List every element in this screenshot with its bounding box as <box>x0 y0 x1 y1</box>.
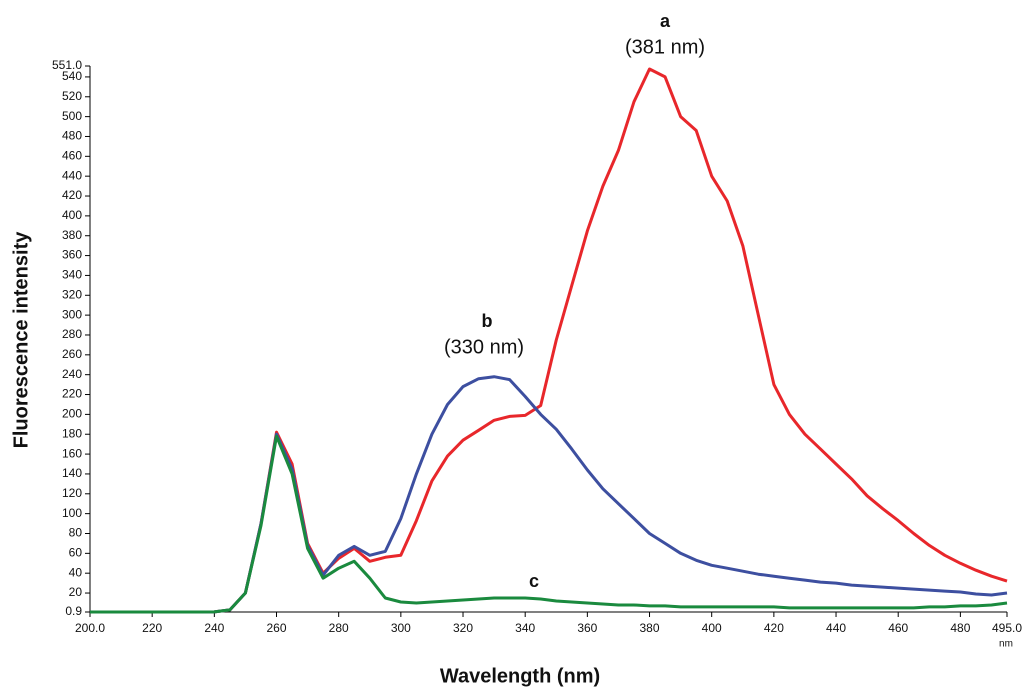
y-tick-label: 380 <box>62 228 82 242</box>
y-tick-label: 80 <box>69 526 83 540</box>
x-tick-label: 400 <box>702 621 722 635</box>
annotation: a <box>660 11 671 31</box>
y-tick-label: 60 <box>69 546 83 560</box>
x-axis-label: Wavelength (nm) <box>440 665 600 687</box>
y-tick-label: 300 <box>62 307 82 321</box>
y-tick-label: 220 <box>62 387 82 401</box>
x-tick-label: 380 <box>640 621 660 635</box>
y-tick-label: 120 <box>62 486 82 500</box>
y-tick-label: 40 <box>69 565 83 579</box>
y-tick-label: 340 <box>62 268 82 282</box>
y-tick-label: 360 <box>62 248 82 262</box>
x-tick-label: 495.0 <box>992 621 1022 635</box>
series-line <box>90 67 1008 614</box>
annotation: b <box>482 311 493 331</box>
y-tick-label: 200 <box>62 407 82 421</box>
x-tick-label: 300 <box>391 621 411 635</box>
x-tick-label: 280 <box>329 621 349 635</box>
series-line <box>90 375 1008 614</box>
x-tick-label: 240 <box>204 621 224 635</box>
series-line <box>90 434 1008 614</box>
y-tick-label: 520 <box>62 89 82 103</box>
x-tick-label: 320 <box>453 621 473 635</box>
y-tick-label: 420 <box>62 188 82 202</box>
x-unit-label: nm <box>999 639 1013 650</box>
y-tick-label: 540 <box>62 69 82 83</box>
x-tick-label: 460 <box>888 621 908 635</box>
x-tick-label: 340 <box>515 621 535 635</box>
y-tick-label: 100 <box>62 506 82 520</box>
annotation: (330 nm) <box>444 336 524 358</box>
y-tick-label: 480 <box>62 129 82 143</box>
y-tick-label: 260 <box>62 347 82 361</box>
x-tick-label: 200.0 <box>75 621 105 635</box>
y-tick-label: 280 <box>62 327 82 341</box>
y-tick-label: 551.0 <box>52 58 82 72</box>
y-tick-label: 500 <box>62 109 82 123</box>
x-tick-label: 480 <box>950 621 970 635</box>
y-tick-label: 140 <box>62 466 82 480</box>
y-axis-label: Fluorescence intensity <box>10 231 32 449</box>
annotation: c <box>529 571 539 591</box>
x-tick-label: 440 <box>826 621 846 635</box>
x-tick-label: 420 <box>764 621 784 635</box>
y-tick-label: 440 <box>62 168 82 182</box>
x-tick-label: 220 <box>142 621 162 635</box>
y-tick-label: 180 <box>62 426 82 440</box>
y-tick-label: 0.9 <box>65 604 82 618</box>
y-tick-label: 160 <box>62 446 82 460</box>
x-tick-label: 360 <box>577 621 597 635</box>
y-tick-label: 20 <box>69 585 83 599</box>
y-tick-label: 400 <box>62 208 82 222</box>
y-tick-label: 460 <box>62 148 82 162</box>
annotation: (381 nm) <box>625 36 705 58</box>
y-tick-label: 240 <box>62 367 82 381</box>
y-tick-label: 320 <box>62 287 82 301</box>
x-tick-label: 260 <box>266 621 286 635</box>
